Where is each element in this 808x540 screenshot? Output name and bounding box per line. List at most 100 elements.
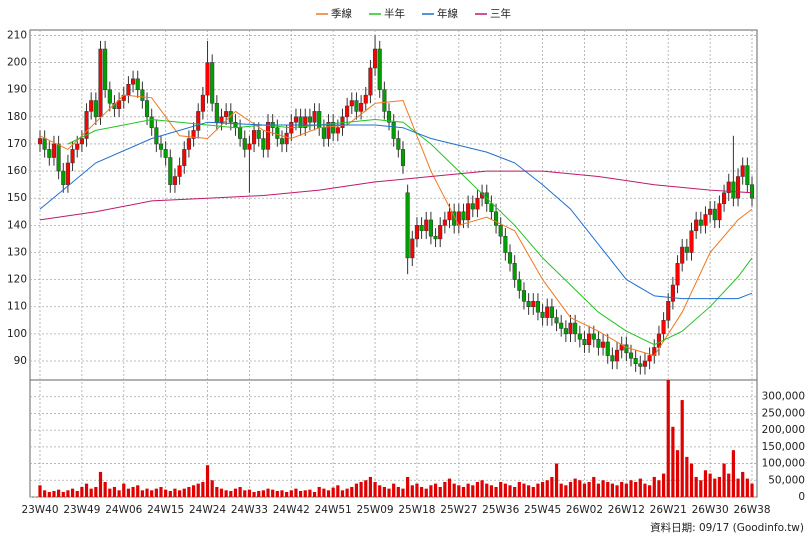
candle-body [37, 138, 43, 145]
legend-label: 季線 [331, 7, 352, 20]
candle-body [224, 111, 229, 118]
candle-body [563, 328, 568, 335]
candle-body [447, 211, 452, 221]
volume-bar [643, 483, 647, 497]
volume-bar [89, 488, 93, 497]
candle-body [331, 121, 336, 134]
volume-bar [145, 488, 149, 497]
volume-bar [699, 480, 703, 497]
candle-body [470, 203, 475, 210]
volume-bar [424, 488, 428, 497]
volume-bar [634, 481, 638, 497]
candle-body [587, 333, 592, 345]
volume-bar [201, 481, 205, 497]
candle-body [531, 301, 536, 307]
candle-body [345, 105, 350, 118]
moving-average-line [39, 170, 753, 221]
legend-label: 三年 [490, 7, 511, 20]
volume-bar [531, 486, 535, 497]
candle-body [698, 219, 703, 226]
candle-body [135, 78, 140, 90]
volume-bar [480, 480, 484, 497]
candle-body [442, 219, 447, 226]
candle-body [628, 352, 634, 359]
volume-bar [648, 485, 652, 497]
volume-bar [471, 485, 475, 497]
candle-body [373, 48, 378, 69]
x-tick-label: 24W15 [147, 504, 184, 516]
x-tick-label: 23W40 [21, 504, 58, 516]
volume-bar [629, 480, 633, 497]
candle-body [117, 100, 122, 109]
volume-bar [289, 490, 293, 497]
volume-bar [494, 486, 498, 497]
volume-bar [559, 483, 563, 497]
candle-body [107, 89, 112, 104]
volume-bar [57, 489, 61, 497]
candle-body [731, 181, 736, 199]
y-tick-label: 50,000 [768, 474, 805, 486]
volume-bar [736, 478, 740, 497]
volume-bar [517, 481, 521, 497]
candle-body [428, 219, 433, 237]
volume-bar [620, 481, 624, 497]
candle-body [177, 165, 182, 177]
candle-body [186, 138, 191, 150]
candle-body [661, 320, 666, 335]
candle-body [466, 203, 471, 221]
volume-bar [122, 483, 126, 497]
x-tick-label: 24W24 [189, 504, 226, 516]
volume-bar [433, 483, 438, 497]
candle-body [214, 103, 219, 123]
volume-bar [578, 480, 582, 497]
volume-bar [285, 491, 289, 497]
candle-body [461, 211, 466, 221]
volume-bar [317, 486, 321, 497]
volume-bar [261, 490, 265, 497]
volume-bar [103, 481, 107, 497]
candle-body [210, 62, 215, 104]
volume-bar [536, 483, 540, 497]
candle-body [642, 360, 648, 367]
candle-body [242, 138, 247, 150]
volume-bar [615, 485, 619, 497]
volume-bar [410, 485, 414, 497]
volume-bar [554, 463, 559, 497]
candle-body [252, 130, 257, 145]
volume-bar [485, 483, 489, 497]
candle-body [684, 246, 689, 253]
candle-body [540, 311, 545, 318]
volume-bar [652, 476, 656, 497]
volume-bar [275, 490, 279, 497]
volume-bar [299, 490, 303, 497]
candle-body [735, 176, 741, 199]
volume-bar [140, 490, 144, 497]
y-tick-label: 0 [798, 491, 805, 503]
candle-body [298, 116, 303, 128]
x-tick-label: 25W45 [524, 504, 561, 516]
candle-body [61, 170, 66, 185]
volume-bar [568, 481, 573, 497]
volume-bar [401, 488, 405, 497]
candle-body [573, 322, 578, 335]
volume-bar [196, 483, 200, 497]
volume-bar [303, 490, 307, 497]
volume-bar [243, 490, 247, 497]
candle-body [312, 111, 317, 123]
candle-body [354, 100, 359, 112]
x-tick-label: 26W38 [733, 504, 770, 516]
y-tick-label: 210 [7, 29, 27, 41]
volume-bar [215, 486, 219, 497]
volume-bar [336, 485, 340, 497]
volume-bar [364, 480, 368, 497]
candle-body [42, 138, 47, 150]
candle-body [726, 181, 731, 194]
candle-body [168, 157, 173, 185]
x-tick-label: 26W21 [650, 504, 687, 516]
volume-bar [247, 489, 252, 497]
candle-body [140, 89, 145, 101]
candle-body [363, 94, 368, 104]
volume-bar [564, 485, 568, 497]
y-tick-label: 180 [7, 111, 27, 123]
